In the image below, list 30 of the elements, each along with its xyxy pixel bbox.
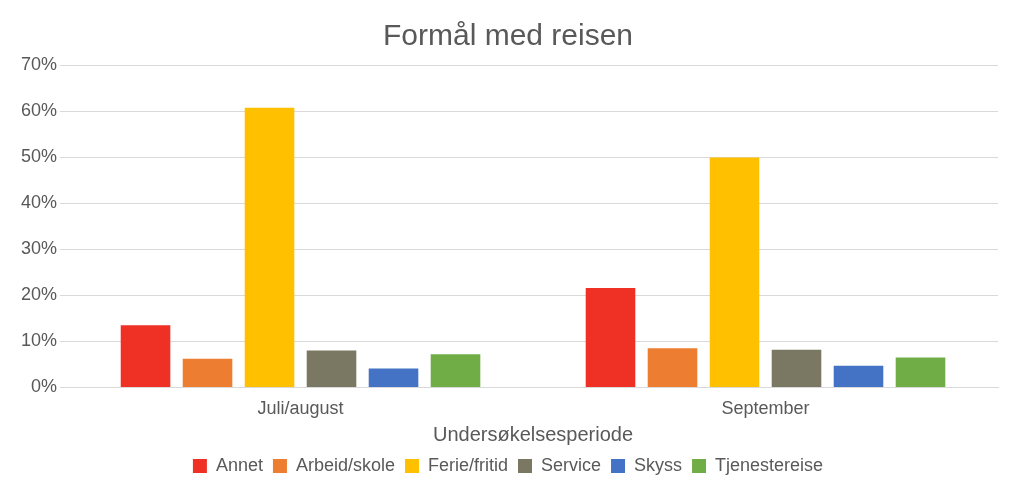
x-axis-title: Undersøkelsesperiode — [432, 422, 634, 445]
bar — [430, 354, 481, 387]
y-tick-label: 0% — [31, 376, 58, 397]
chart-title: Formål med reisen — [382, 18, 634, 52]
y-tick-label: 10% — [21, 330, 58, 351]
y-tick-label: 30% — [21, 238, 58, 259]
legend-label: Ferie/fritid — [428, 454, 509, 475]
bar — [368, 368, 419, 387]
bar — [244, 107, 295, 387]
bar — [585, 287, 636, 387]
legend-label: Arbeid/skole — [295, 454, 396, 475]
y-tick-label: 20% — [21, 284, 58, 305]
bar — [833, 365, 884, 387]
legend-label: Annet — [215, 454, 263, 475]
bar — [895, 357, 946, 387]
bar — [647, 348, 698, 387]
legend-label: Skyss — [634, 454, 683, 475]
legend-label: Tjenestereise — [715, 454, 824, 475]
bar — [771, 349, 822, 387]
x-tick-label: September — [721, 398, 810, 419]
x-tick-label: Juli/august — [257, 398, 344, 419]
bar — [709, 157, 760, 387]
y-tick-label: 40% — [21, 192, 58, 213]
legend-label: Service — [541, 454, 602, 475]
bar — [306, 350, 357, 387]
y-tick-label: 60% — [21, 100, 58, 121]
y-tick-label: 50% — [21, 146, 58, 167]
bar — [182, 358, 233, 387]
bar — [120, 325, 171, 387]
y-tick-label: 70% — [21, 53, 58, 74]
